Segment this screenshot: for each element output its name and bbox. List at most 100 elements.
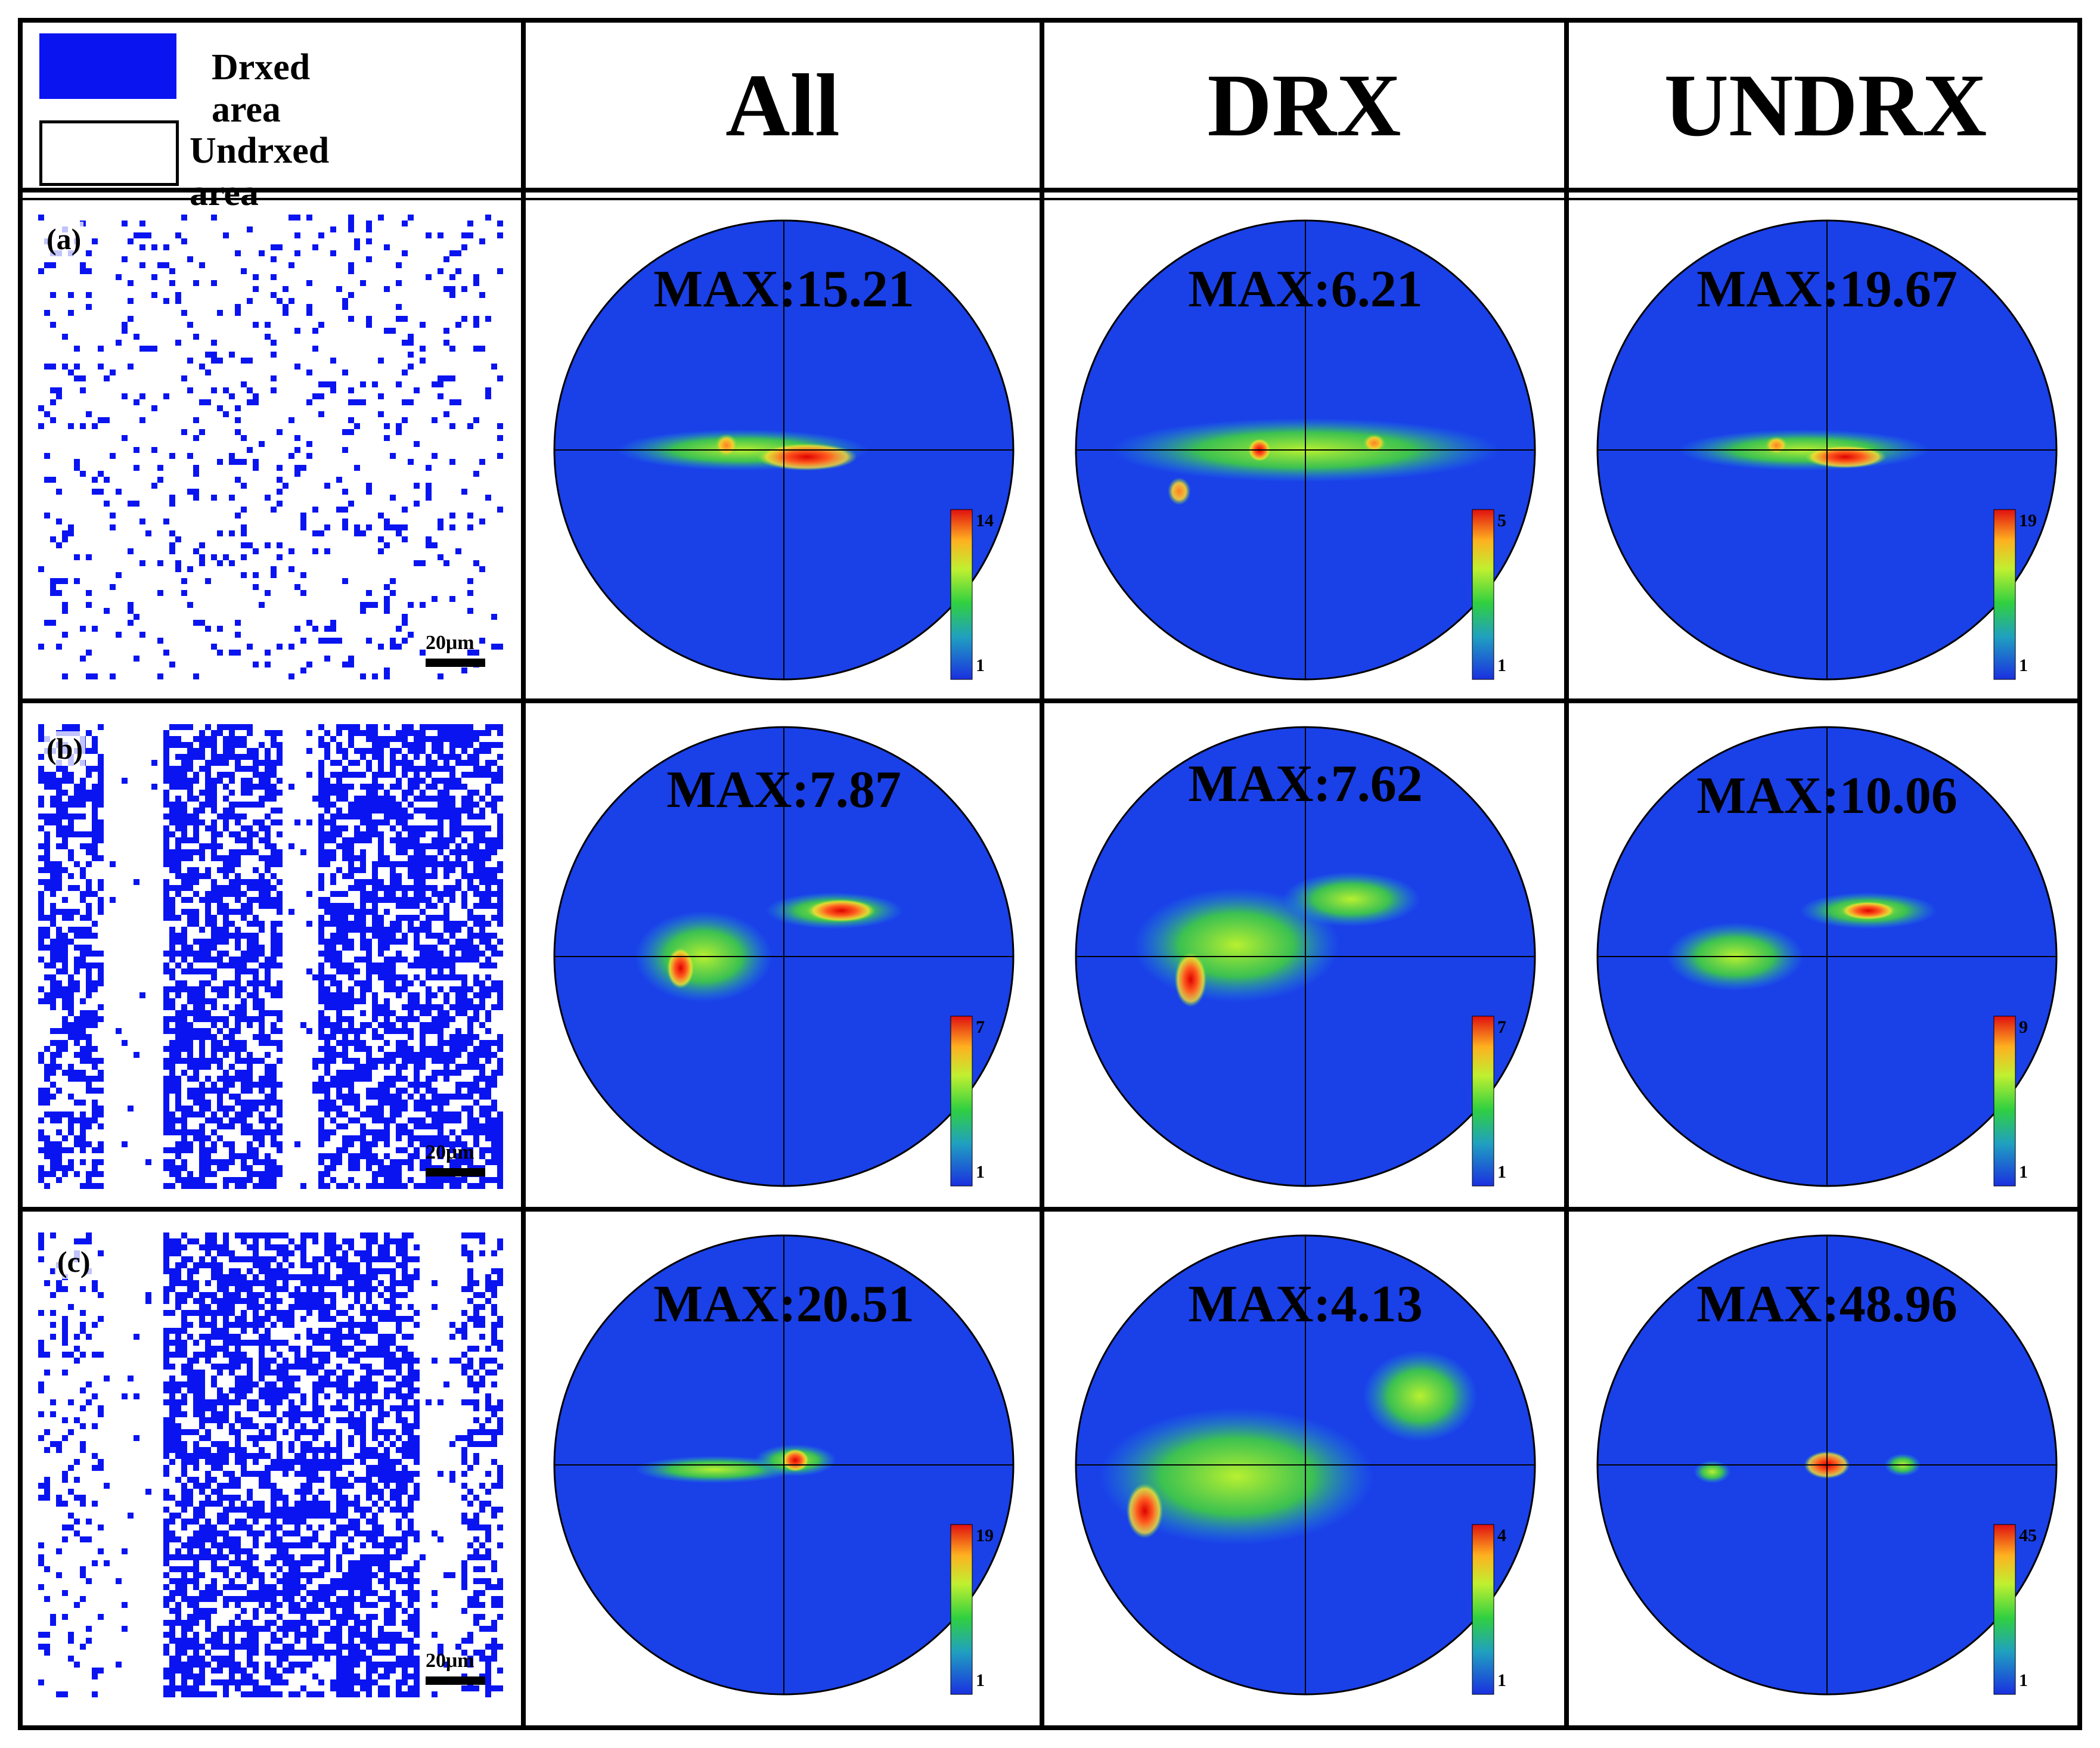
intensity-peak: [1804, 445, 1887, 468]
grid-divider: [18, 198, 2082, 200]
drx-grain-cluster: [38, 215, 503, 679]
max-label: MAX:10.06: [1696, 767, 1958, 825]
max-label: MAX:4.13: [1188, 1275, 1423, 1333]
max-label: MAX:7.62: [1188, 755, 1423, 813]
pole-figure-c-undrx: MAX:48.96 45 1: [1595, 1232, 2059, 1697]
max-label: MAX:20.51: [653, 1275, 914, 1333]
colorbar-min: 1: [1497, 1162, 1506, 1182]
colorbar-max: 9: [2019, 1017, 2028, 1037]
pole-figure-plot: [1596, 1234, 2058, 1696]
pole-figure-plot: [1075, 219, 1536, 681]
grid-divider: [521, 18, 526, 1730]
colorbar: [1472, 1016, 1494, 1187]
pole-figure-rim: [1075, 1234, 1536, 1696]
ebsd-map-b: (b) 20μm: [38, 724, 503, 1189]
pole-figure-b-all: MAX:7.87 7 1: [551, 724, 1016, 1189]
colorbar: [1472, 1524, 1494, 1695]
colorbar-max: 4: [1497, 1526, 1506, 1545]
colorbar-max: 19: [2019, 511, 2037, 530]
intensity-peak: [1363, 434, 1386, 452]
ebsd-map-grains: [38, 724, 503, 1189]
ebsd-map-a: (a) 20μm: [38, 215, 503, 679]
pole-figure-rim: [1596, 1234, 2058, 1696]
colorbar-min: 1: [1497, 656, 1506, 675]
scale-bar-label: 20μm: [426, 1650, 474, 1672]
pole-figure-plot: [1596, 726, 2058, 1187]
colorbar-min: 1: [2019, 656, 2028, 675]
colorbar-max: 14: [976, 511, 994, 530]
panel-label-c: (c): [55, 1244, 93, 1279]
colorbar: [1993, 509, 2016, 680]
intensity-peak: [1282, 871, 1420, 927]
pole-figure-rim: [1596, 726, 2058, 1187]
colorbar-min: 1: [2019, 1162, 2028, 1182]
colorbar: [1993, 1016, 2016, 1187]
colorbar: [1472, 509, 1494, 680]
pole-figure-rim: [553, 726, 1015, 1187]
pole-figure-plot: [1075, 726, 1536, 1187]
max-label: MAX:19.67: [1696, 260, 1958, 318]
pole-figure-a-undrx: MAX:19.67 19 1: [1595, 218, 2059, 682]
pole-figure-rim: [1596, 219, 2058, 681]
drx-grain-cluster: [38, 1232, 503, 1697]
undrxed-legend-label: Undrxed area: [190, 131, 330, 213]
pole-figure-a-drx: MAX:6.21 5 1: [1073, 218, 1538, 682]
scale-bar-label: 20μm: [426, 1141, 474, 1163]
colorbar-max: 7: [976, 1017, 985, 1037]
colorbar: [950, 509, 973, 680]
max-label: MAX:15.21: [653, 260, 914, 318]
drx-grain-cluster: [38, 724, 503, 1189]
max-label: MAX:48.96: [1696, 1275, 1958, 1333]
intensity-peak: [1174, 952, 1207, 1007]
grid-divider: [18, 188, 2082, 193]
intensity-peak: [756, 443, 858, 471]
pole-figure-rim: [553, 219, 1015, 681]
pole-figure-b-drx: MAX:7.62 7 1: [1073, 724, 1538, 1189]
pole-figure-c-drx: MAX:4.13 4 1: [1073, 1232, 1538, 1697]
colorbar-max: 19: [976, 1526, 994, 1545]
scale-bar-label: 20μm: [426, 632, 474, 654]
ebsd-map-grains: [38, 215, 503, 679]
intensity-peak: [1765, 436, 1788, 455]
column-header-drx: DRX: [1207, 55, 1401, 155]
intensity-peak: [666, 947, 694, 989]
intensity-peak: [781, 1449, 809, 1472]
colorbar-min: 1: [976, 1162, 985, 1182]
max-label: MAX:7.87: [666, 761, 901, 819]
drxed-swatch: [39, 33, 176, 99]
pole-figure-rim: [1075, 726, 1536, 1187]
column-header-undrx: UNDRX: [1664, 55, 1987, 155]
pole-figure-plot: [553, 1234, 1015, 1696]
colorbar: [950, 1016, 973, 1187]
column-header-all: All: [725, 55, 840, 155]
intensity-peak: [1126, 1483, 1164, 1539]
intensity-peak: [1841, 901, 1896, 920]
grid-divider: [18, 1207, 2082, 1212]
intensity-peak: [1693, 1460, 1731, 1483]
undrxed-swatch: [39, 120, 179, 186]
grid-divider: [1564, 18, 1569, 1730]
panel-label-a: (a): [44, 222, 84, 256]
colorbar-min: 1: [2019, 1671, 2028, 1690]
figure-frame: [18, 18, 2082, 1730]
pole-figure-b-undrx: MAX:10.06 9 1: [1595, 724, 2059, 1189]
colorbar-min: 1: [976, 1671, 985, 1690]
colorbar-min: 1: [1497, 1671, 1506, 1690]
pole-figure-c-all: MAX:20.51 19 1: [551, 1232, 1016, 1697]
pole-figure-plot: [1596, 219, 2058, 681]
intensity-peak: [1168, 477, 1191, 505]
scale-bar: [426, 1676, 485, 1685]
colorbar-min: 1: [976, 656, 985, 675]
max-label: MAX:6.21: [1188, 260, 1423, 318]
colorbar-max: 7: [1497, 1017, 1506, 1037]
scale-bar: [426, 1168, 485, 1176]
intensity-peak: [807, 899, 876, 923]
pole-figure-plot: [553, 219, 1015, 681]
ebsd-map-grains: [38, 1232, 503, 1697]
ebsd-map-c: (c) 20μm: [38, 1232, 503, 1697]
pole-figure-plot: [553, 726, 1015, 1187]
intensity-peak: [1363, 1350, 1478, 1442]
grid-divider: [18, 698, 2082, 703]
colorbar-max: 5: [1497, 511, 1506, 530]
colorbar: [950, 1524, 973, 1695]
